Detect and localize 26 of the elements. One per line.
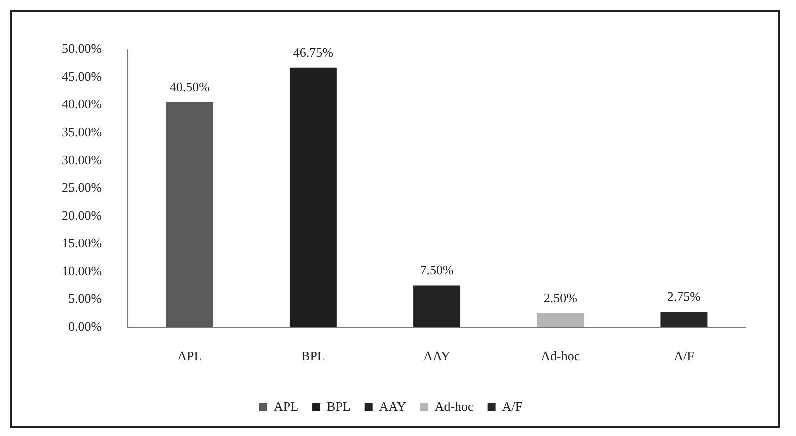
x-tick-label: APL xyxy=(178,348,202,364)
y-tick-label: 5.00% xyxy=(68,291,102,306)
data-label: 2.75% xyxy=(667,289,702,304)
legend-label: Ad-hoc xyxy=(434,398,474,414)
y-tick-label: 50.00% xyxy=(62,41,102,56)
legend-label: AAY xyxy=(379,398,407,414)
y-tick-label: 20.00% xyxy=(62,208,102,223)
y-tick-label: 40.00% xyxy=(62,96,102,112)
y-tick-label: 15.00% xyxy=(62,236,102,251)
data-label: 7.50% xyxy=(420,262,454,278)
data-label: 46.75% xyxy=(293,44,334,60)
x-tick-label: Ad-hoc xyxy=(541,348,580,364)
legend-label: BPL xyxy=(327,398,351,414)
y-tick-label: 45.00% xyxy=(62,68,102,84)
x-tick-label: BPL xyxy=(302,348,326,364)
y-tick-label: 30.00% xyxy=(62,152,102,168)
y-tick-label: 25.00% xyxy=(62,180,102,196)
data-label: 2.50% xyxy=(544,290,578,306)
legend-label: APL xyxy=(274,398,299,414)
x-tick-label: A/F xyxy=(674,348,694,364)
y-tick-label: 0.00% xyxy=(68,318,102,334)
y-tick-label: 35.00% xyxy=(62,124,102,140)
legend-label: A/F xyxy=(502,398,523,414)
y-tick-label: 10.00% xyxy=(62,263,102,278)
x-tick-label: AAY xyxy=(424,348,452,364)
data-label: 40.50% xyxy=(170,79,210,94)
